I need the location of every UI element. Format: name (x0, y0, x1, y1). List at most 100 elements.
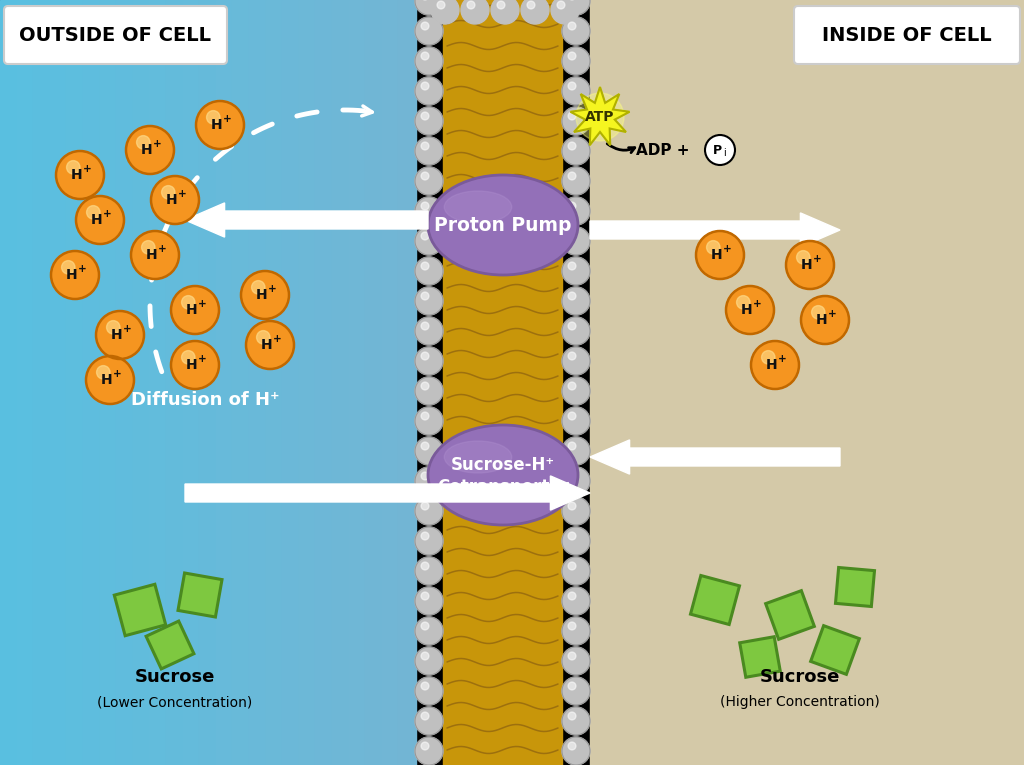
Circle shape (169, 194, 181, 206)
Circle shape (144, 245, 166, 265)
Circle shape (102, 317, 137, 352)
Circle shape (259, 289, 271, 301)
Circle shape (415, 377, 443, 405)
Text: +: + (102, 209, 112, 219)
Circle shape (431, 0, 459, 24)
Circle shape (562, 677, 590, 705)
Circle shape (730, 291, 769, 330)
Circle shape (795, 250, 825, 280)
Circle shape (562, 137, 590, 165)
Circle shape (421, 652, 429, 660)
Circle shape (801, 296, 849, 344)
Circle shape (67, 161, 80, 174)
Circle shape (744, 304, 756, 316)
Text: +: + (198, 354, 207, 364)
Ellipse shape (428, 175, 578, 275)
Circle shape (246, 321, 294, 369)
Text: i: i (724, 148, 726, 158)
Circle shape (110, 324, 130, 346)
Circle shape (184, 355, 206, 376)
Circle shape (181, 295, 195, 309)
Circle shape (77, 171, 84, 178)
Circle shape (158, 183, 193, 217)
Circle shape (497, 1, 505, 9)
Circle shape (171, 341, 219, 389)
Text: +: + (83, 164, 91, 174)
Circle shape (65, 265, 85, 285)
Circle shape (189, 304, 201, 316)
Circle shape (437, 1, 444, 9)
Text: Sucrose-H⁺: Sucrose-H⁺ (451, 456, 555, 474)
Bar (283, 0, 300, 765)
Circle shape (151, 176, 199, 224)
Text: H: H (256, 288, 268, 302)
Circle shape (210, 115, 230, 135)
Text: +: + (113, 369, 122, 379)
Circle shape (568, 622, 575, 630)
Circle shape (196, 101, 244, 149)
Bar (33, 0, 51, 765)
Circle shape (421, 142, 429, 150)
Circle shape (415, 47, 443, 75)
Circle shape (98, 313, 141, 356)
Circle shape (171, 197, 178, 203)
Circle shape (257, 330, 270, 344)
Circle shape (131, 231, 179, 279)
Polygon shape (570, 87, 630, 145)
Circle shape (562, 407, 590, 435)
Circle shape (415, 137, 443, 165)
Circle shape (92, 212, 109, 228)
Circle shape (175, 346, 214, 385)
Circle shape (182, 353, 208, 378)
Circle shape (415, 227, 443, 255)
Circle shape (415, 107, 443, 135)
Text: +: + (198, 299, 207, 309)
Circle shape (568, 202, 575, 210)
Circle shape (186, 356, 203, 373)
Circle shape (562, 287, 590, 315)
Circle shape (696, 231, 744, 279)
Circle shape (171, 286, 219, 334)
Circle shape (421, 172, 429, 180)
Circle shape (112, 327, 128, 343)
Circle shape (786, 241, 834, 289)
Circle shape (568, 562, 575, 570)
Circle shape (70, 269, 81, 281)
Circle shape (163, 187, 187, 213)
Circle shape (760, 350, 790, 380)
Circle shape (173, 343, 217, 387)
Circle shape (562, 167, 590, 195)
Circle shape (808, 303, 842, 337)
Circle shape (101, 372, 118, 388)
Circle shape (151, 176, 199, 224)
Text: +: + (272, 334, 282, 344)
Circle shape (415, 467, 443, 495)
Circle shape (199, 103, 242, 147)
Circle shape (184, 300, 206, 321)
Text: +: + (123, 324, 131, 334)
Circle shape (253, 327, 287, 362)
Circle shape (251, 326, 290, 364)
Circle shape (266, 341, 273, 349)
Text: Cotransporter: Cotransporter (437, 478, 569, 496)
Circle shape (178, 293, 212, 327)
Circle shape (803, 298, 847, 342)
Circle shape (421, 682, 429, 690)
Circle shape (135, 236, 174, 275)
Circle shape (421, 472, 429, 480)
Circle shape (754, 343, 797, 387)
Circle shape (95, 365, 125, 395)
Bar (232, 0, 250, 765)
Text: H: H (141, 143, 153, 157)
Text: H: H (101, 373, 113, 387)
Circle shape (708, 243, 732, 268)
Circle shape (562, 467, 590, 495)
Circle shape (72, 167, 88, 183)
Circle shape (189, 359, 201, 371)
Circle shape (94, 214, 105, 226)
Circle shape (214, 119, 226, 131)
Bar (366, 0, 383, 765)
Text: H: H (72, 168, 83, 182)
Text: +: + (827, 309, 837, 319)
Circle shape (152, 252, 159, 259)
